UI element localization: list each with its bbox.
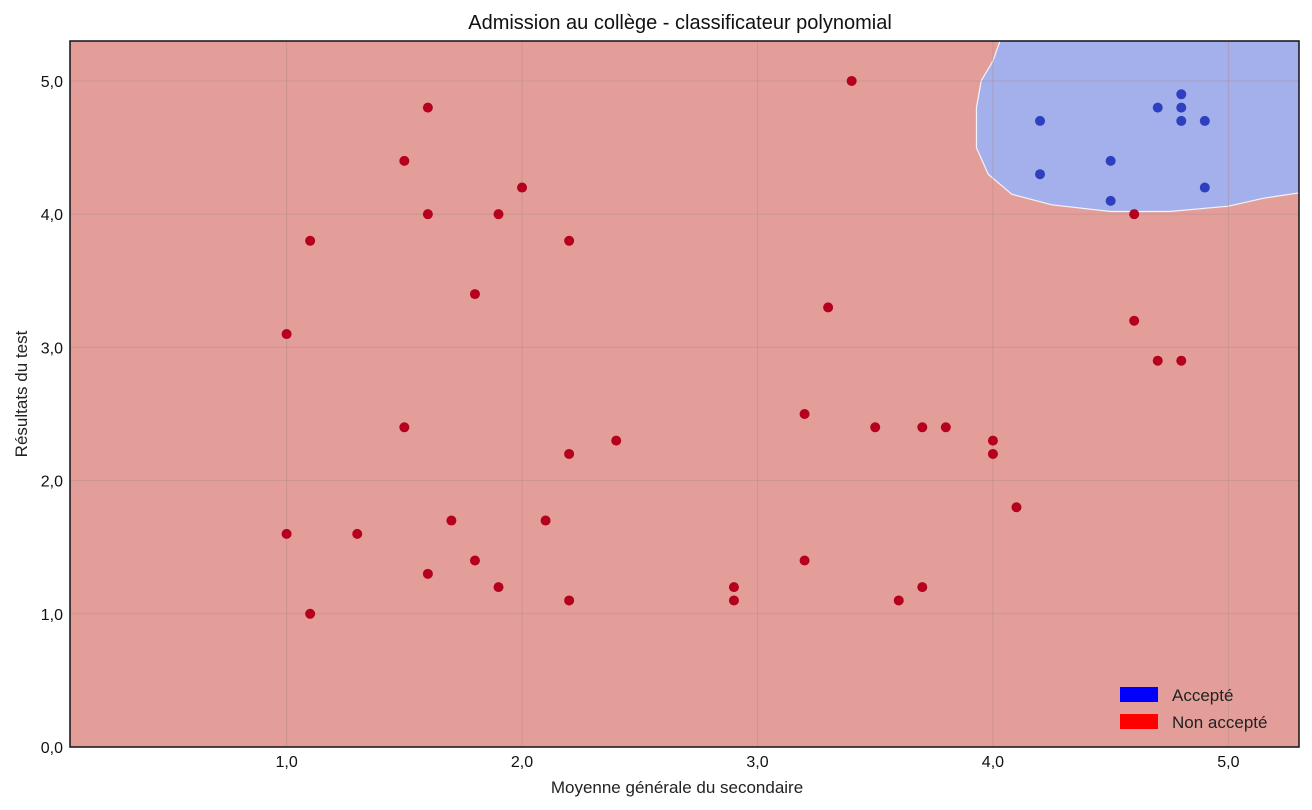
rejected-point: [517, 182, 528, 193]
rejected-point: [987, 435, 998, 446]
rejected-point: [728, 582, 739, 593]
accepted-point: [1199, 182, 1210, 193]
y-tick-label: 2,0: [41, 474, 63, 491]
rejected-point: [540, 515, 551, 526]
rejected-point: [422, 568, 433, 579]
rejected-point: [1152, 355, 1163, 366]
y-tick-label: 4,0: [41, 207, 63, 224]
rejected-point: [493, 209, 504, 220]
rejected-point: [422, 209, 433, 220]
x-tick-label: 4,0: [982, 754, 1004, 771]
rejected-point: [305, 608, 316, 619]
plot-frame: [69, 40, 1300, 748]
legend-swatch-accepted: [1120, 687, 1158, 702]
rejected-point: [281, 329, 292, 340]
x-axis-label: Moyenne générale du secondaire: [551, 778, 803, 797]
y-tick-label: 3,0: [41, 340, 63, 357]
legend: Accepté Non accepté: [1120, 686, 1267, 732]
rejected-point: [352, 528, 363, 539]
rejected-point: [493, 582, 504, 593]
rejected-point: [469, 289, 480, 300]
rejected-point: [564, 448, 575, 459]
rejected-point: [799, 555, 810, 566]
y-tick-label: 0,0: [41, 740, 63, 757]
chart-title: Admission au collège - classificateur po…: [468, 12, 892, 34]
accepted-region: [975, 41, 1299, 213]
rejected-point: [893, 595, 904, 606]
rejected-point: [399, 422, 410, 433]
rejected-point: [940, 422, 951, 433]
rejected-point: [1011, 502, 1022, 513]
x-tick-label: 1,0: [275, 754, 297, 771]
rejected-point: [1176, 355, 1187, 366]
rejected-point: [728, 595, 739, 606]
accepted-point: [1152, 102, 1163, 113]
rejected-point: [1129, 209, 1140, 220]
plot-area: [69, 40, 1300, 748]
y-tick-label: 5,0: [41, 74, 63, 91]
x-tick-label: 3,0: [746, 754, 768, 771]
rejected-point: [611, 435, 622, 446]
rejected-point: [1129, 315, 1140, 326]
x-axis-ticks: 1,0 2,0 3,0 4,0 5,0: [275, 754, 1239, 771]
legend-label-rejected: Non accepté: [1172, 713, 1267, 732]
y-axis-ticks: 0,0 1,0 2,0 3,0 4,0 5,0: [41, 74, 63, 757]
x-tick-label: 2,0: [511, 754, 533, 771]
accepted-point: [1035, 115, 1046, 126]
rejected-point: [446, 515, 457, 526]
accepted-point: [1105, 195, 1116, 206]
rejected-point: [281, 528, 292, 539]
rejected-point: [846, 75, 857, 86]
rejected-point: [799, 408, 810, 419]
rejected-point: [987, 448, 998, 459]
accepted-point: [1035, 169, 1046, 180]
rejected-point: [399, 155, 410, 166]
accepted-point: [1105, 155, 1116, 166]
y-axis-label: Résultats du test: [12, 330, 31, 457]
rejected-point: [564, 235, 575, 246]
rejected-point: [917, 422, 928, 433]
accepted-point: [1176, 89, 1187, 100]
rejected-point: [422, 102, 433, 113]
accepted-point: [1199, 115, 1210, 126]
rejected-point: [917, 582, 928, 593]
accepted-point: [1176, 115, 1187, 126]
rejected-point: [469, 555, 480, 566]
rejected-point: [823, 302, 834, 313]
y-tick-label: 1,0: [41, 607, 63, 624]
rejected-point: [564, 595, 575, 606]
rejected-point: [305, 235, 316, 246]
legend-label-accepted: Accepté: [1172, 686, 1233, 705]
x-tick-label: 5,0: [1217, 754, 1239, 771]
legend-swatch-rejected: [1120, 714, 1158, 729]
grid-lines: [70, 41, 1299, 748]
data-points: [281, 75, 1210, 619]
accepted-point: [1176, 102, 1187, 113]
rejected-point: [870, 422, 881, 433]
